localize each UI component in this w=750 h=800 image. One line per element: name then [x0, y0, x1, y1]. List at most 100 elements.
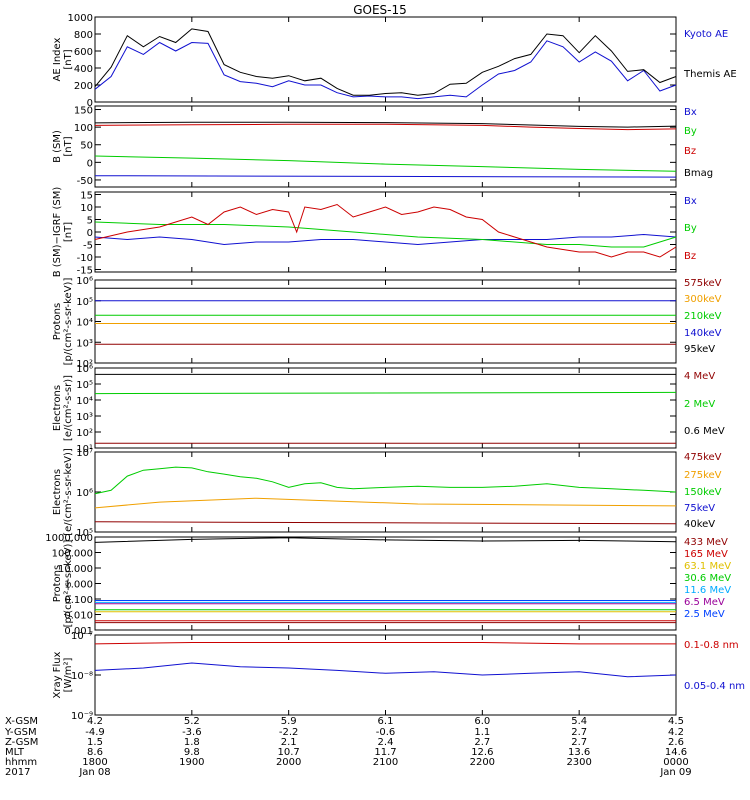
digrf-ytick-label: -15 [77, 266, 93, 277]
protons2-series-7 [94, 537, 677, 543]
digrf-frame [94, 191, 677, 273]
electrons1-legend-1: 2 MeV [684, 399, 715, 410]
protons2-ytick-label: 0.100 [64, 595, 93, 606]
electrons2-series-2 [94, 466, 677, 495]
xray-series-0 [94, 642, 676, 645]
xaxis-row-label: MLT [5, 747, 25, 758]
xaxis-value: Jan 09 [659, 767, 691, 778]
xaxis-row-label: Z-GSM [5, 737, 38, 748]
xaxis-value: 1.8 [184, 737, 200, 748]
electrons2-ylabel: [e/(cm²-s-sr-keV)] [63, 448, 74, 536]
protons2-legend-2: 63.1 MeV [684, 561, 731, 572]
bsm-legend-3: Bmag [684, 168, 713, 179]
xaxis-value: 2100 [373, 757, 398, 768]
bsm-frame [94, 105, 677, 188]
electrons2-legend-2: 150keV [684, 487, 722, 498]
digrf-ytick-label: -10 [77, 253, 93, 264]
electrons1-ytick-label: 10² [76, 428, 93, 439]
protons2-ytick-label: 1.000 [64, 580, 93, 591]
xaxis-value: 1.1 [474, 727, 490, 738]
xaxis-value: 2.7 [474, 737, 490, 748]
bsm-ytick-label: 150 [74, 106, 93, 117]
electrons2-legend-3: 75keV [684, 503, 715, 514]
electrons2-ytick-label: 10⁶ [76, 488, 93, 499]
ae-ytick-label: 0 [87, 98, 93, 109]
xaxis-value: 2.6 [668, 737, 684, 748]
digrf-series-0 [94, 233, 677, 246]
xaxis-value: 2.7 [571, 737, 587, 748]
protons1-ytick-label: 10³ [76, 338, 93, 349]
protons2-ytick-label: 0.001 [64, 626, 93, 637]
electrons2-series-1 [94, 497, 677, 509]
xray-ytick-label: 10⁻⁸ [71, 671, 93, 682]
bsm-series-0 [94, 175, 677, 178]
xaxis-value: 6.0 [474, 716, 490, 727]
xaxis-value: 12.6 [471, 747, 493, 758]
ae-series-1 [94, 28, 677, 96]
xaxis-value: 13.6 [568, 747, 590, 758]
protons1-legend-0: 575keV [684, 278, 722, 289]
electrons2-legend-4: 40keV [684, 519, 715, 530]
xray-ylabel: Xray Flux [52, 651, 63, 698]
protons1-legend-3: 140keV [684, 328, 722, 339]
xray-ytick-label: 10⁻⁷ [71, 631, 93, 642]
protons2-legend-0: 433 MeV [684, 537, 728, 548]
protons1-ytick-label: 10⁴ [76, 318, 93, 329]
bsm-ytick-label: -50 [77, 176, 93, 187]
xaxis-value: 10.7 [278, 747, 300, 758]
electrons1-series-1 [94, 391, 677, 395]
xaxis-value: 5.2 [184, 716, 200, 727]
electrons1-legend-0: 4 MeV [684, 371, 715, 382]
xaxis-value: 1800 [82, 757, 107, 768]
xaxis-value: 5.9 [281, 716, 297, 727]
xaxis-value: 0000 [663, 757, 688, 768]
bsm-ylabel: B (SM) [52, 130, 63, 163]
xaxis-row-label: hhmm [5, 757, 37, 768]
protons1-legend-4: 95keV [684, 344, 715, 355]
ae-series-0 [94, 40, 677, 100]
xaxis-value: 11.7 [374, 747, 396, 758]
protons2-legend-3: 30.6 MeV [684, 573, 731, 584]
xaxis-value: -0.6 [376, 727, 396, 738]
bsm-ylabel: [nT] [63, 136, 74, 156]
digrf-ylabel: B (SM)−IGRF (SM) [52, 187, 63, 278]
protons1-ylabel: [p/(cm²-s-sr-keV)] [63, 278, 74, 366]
electrons2-ytick-label: 10⁷ [76, 448, 93, 459]
digrf-ytick-label: -5 [83, 241, 93, 252]
ae-legend-1: Themis AE [683, 69, 737, 80]
electrons1-ytick-label: 10⁵ [76, 380, 93, 391]
xray-legend-0: 0.1-0.8 nm [684, 640, 739, 651]
bsm-series-2 [94, 123, 677, 131]
xray-ylabel: [W/m²] [63, 657, 74, 692]
electrons2-series-0 [94, 521, 677, 525]
xaxis-value: Jan 08 [78, 767, 110, 778]
xaxis-value: 4.5 [668, 716, 684, 727]
xaxis-row-label: Y-GSM [4, 727, 37, 738]
bsm-series-3 [94, 121, 677, 128]
xaxis-value: 2.1 [281, 737, 297, 748]
bsm-series-1 [94, 155, 677, 172]
xaxis-value: 6.1 [378, 716, 394, 727]
electrons1-ytick-label: 10³ [76, 412, 93, 423]
xaxis-value: 2.7 [571, 727, 587, 738]
electrons2-legend-0: 475keV [684, 452, 722, 463]
protons2-ylabel: [p/(cm²-s-sr-keV)] [63, 540, 74, 628]
xaxis-value: 1900 [179, 757, 204, 768]
digrf-ylabel: [nT] [63, 222, 74, 242]
ae-ytick-label: 400 [74, 64, 93, 75]
protons1-legend-1: 300keV [684, 294, 722, 305]
electrons1-frame [94, 367, 677, 449]
protons1-ylabel: Protons [52, 303, 63, 340]
xaxis-value: 1.5 [87, 737, 103, 748]
protons1-ytick-label: 10⁵ [76, 297, 93, 308]
protons2-legend-5: 6.5 MeV [684, 597, 725, 608]
xaxis-value: -2.2 [279, 727, 299, 738]
protons2-ytick-label: 1000.000 [45, 533, 93, 544]
plot-title: GOES-15 [353, 3, 407, 17]
xaxis-value: 8.6 [87, 747, 103, 758]
protons2-legend-1: 165 MeV [684, 549, 728, 560]
bsm-ytick-label: 0 [87, 158, 93, 169]
ae-ytick-label: 600 [74, 47, 93, 58]
ae-frame [94, 16, 677, 103]
xaxis-value: -3.6 [182, 727, 202, 738]
